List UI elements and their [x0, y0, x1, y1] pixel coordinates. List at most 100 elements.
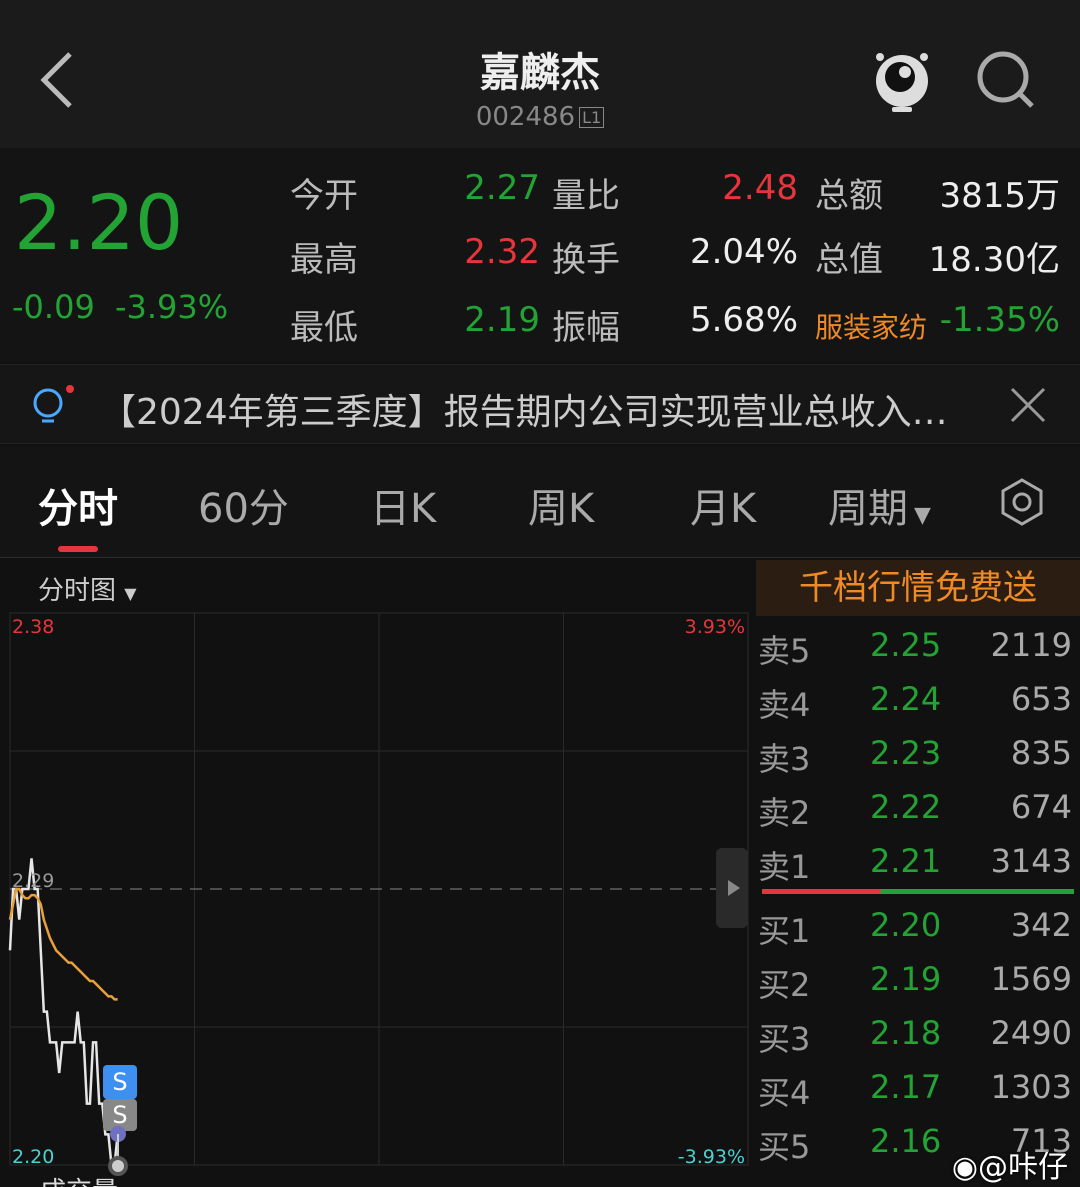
- chart-type-label: 分时图: [38, 576, 117, 606]
- sell-vol: 2119: [990, 626, 1072, 664]
- back-icon[interactable]: [38, 50, 78, 110]
- stock-name: 嘉麟杰: [480, 50, 600, 96]
- buy-level[interactable]: 买2 2.19 1569: [756, 960, 1080, 1014]
- y-label-bottom: 2.20: [12, 1146, 54, 1168]
- buy-vol: 1569: [990, 960, 1072, 998]
- volume-label: 成交量: [40, 1177, 118, 1187]
- buy-vol: 2490: [990, 1014, 1072, 1052]
- order-book: 千档行情免费送 卖5 2.25 2119 卖4 2.24 653 卖3 2.23 835 卖2 2.…: [756, 560, 1080, 1187]
- quote-value: 18.30亿: [928, 240, 1060, 280]
- buy-level[interactable]: 买4 2.17 1303: [756, 1068, 1080, 1122]
- sell-vol: 653: [1010, 680, 1072, 718]
- buy-level[interactable]: 买3 2.18 2490: [756, 1014, 1080, 1068]
- sell-vol: 674: [1010, 788, 1072, 826]
- sell-vol: 3143: [990, 842, 1072, 880]
- tab-intraday[interactable]: 分时: [38, 476, 118, 552]
- intraday-chart[interactable]: 2.38 2.29 2.20 3.93% -3.93% SS 成交量: [0, 560, 752, 1187]
- y-label-mid: 2.29: [12, 870, 54, 892]
- sell-name: 卖4: [758, 686, 811, 724]
- quote-value: 3815万: [939, 176, 1060, 216]
- sell-level[interactable]: 卖2 2.22 674: [756, 788, 1080, 842]
- sell-price: 2.24: [870, 680, 942, 718]
- y-label-top: 2.38: [12, 616, 54, 638]
- change-value: -0.09: [12, 288, 95, 326]
- sell-price: 2.22: [870, 788, 942, 826]
- sell-name: 卖1: [758, 848, 811, 886]
- buy-name: 买1: [758, 912, 811, 950]
- quote-label: 服装家纺: [815, 311, 928, 344]
- settings-icon[interactable]: [998, 478, 1046, 526]
- period-label: 周期: [828, 486, 908, 532]
- buy-price: 2.16: [870, 1122, 942, 1160]
- sell-price: 2.25: [870, 626, 942, 664]
- sell-price: 2.23: [870, 734, 942, 772]
- buy-level[interactable]: 买5 2.16 713: [756, 1122, 1080, 1176]
- buy-name: 买2: [758, 966, 811, 1004]
- price-change: -0.09 -3.93%: [12, 288, 228, 326]
- weibo-icon: ◉: [951, 1150, 978, 1185]
- drag-handle: [108, 1156, 128, 1176]
- sell-name: 卖3: [758, 740, 811, 778]
- pct-label-bottom: -3.93%: [678, 1146, 745, 1168]
- quote-label: 今开: [290, 176, 358, 216]
- quote-label: 最低: [290, 308, 358, 348]
- lightbulb-icon: [33, 385, 74, 423]
- buy-level[interactable]: 买1 2.20 342: [756, 906, 1080, 960]
- stock-code: 002486 L1: [0, 102, 1080, 132]
- quote-panel: [0, 148, 1080, 362]
- buy-price: 2.18: [870, 1014, 942, 1052]
- sell-vol: 835: [1010, 734, 1072, 772]
- promo-banner[interactable]: 千档行情免费送: [756, 560, 1080, 616]
- average-price-line: [8, 887, 118, 1001]
- buy-price: 2.19: [870, 960, 942, 998]
- search-icon[interactable]: [976, 50, 1038, 112]
- tab-60min[interactable]: 60分: [198, 486, 289, 532]
- sell-level[interactable]: 卖3 2.23 835: [756, 734, 1080, 788]
- chart-type-selector[interactable]: 分时图 ▼: [38, 570, 137, 607]
- sell-signal-marker: [103, 1065, 137, 1099]
- sell-name: 卖2: [758, 794, 811, 832]
- level-badge: L1: [579, 107, 605, 128]
- sell-level[interactable]: 卖4 2.24 653: [756, 680, 1080, 734]
- buy-vol: 713: [1010, 1122, 1072, 1160]
- buy-name: 买4: [758, 1074, 811, 1112]
- tab-monthly-k[interactable]: 月K: [690, 486, 757, 532]
- sell-level[interactable]: 卖5 2.25 2119: [756, 626, 1080, 680]
- quote-label: 振幅: [552, 308, 620, 348]
- quote-value: 2.19: [464, 300, 540, 340]
- news-banner[interactable]: 【2024年第三季度】报告期内公司实现营业总收入…: [0, 364, 1080, 444]
- price-line: [8, 858, 119, 1167]
- buy-vol: 342: [1010, 906, 1072, 944]
- sell-signal-marker: [103, 1099, 137, 1131]
- sell-level[interactable]: 卖1 2.21 3143: [756, 842, 1080, 896]
- watermark-text: @咔仔: [978, 1150, 1068, 1185]
- quote-value: 2.27: [464, 168, 540, 208]
- tab-period[interactable]: 周期 ▼: [828, 476, 931, 534]
- period-tabs: 分时 60分 日K 周K 月K 周期 ▼: [0, 446, 1080, 558]
- mascot-icon[interactable]: [872, 45, 932, 115]
- buy-name: 买5: [758, 1128, 811, 1166]
- caret-down-icon: ▼: [914, 503, 931, 528]
- code-text: 002486: [475, 102, 576, 132]
- quote-label: 量比: [552, 176, 620, 216]
- change-pct: -3.93%: [114, 288, 229, 326]
- caret-down-icon: ▼: [124, 584, 137, 603]
- sell-name: 卖5: [758, 632, 811, 670]
- tab-weekly-k[interactable]: 周K: [528, 486, 595, 532]
- quote-value: 2.32: [464, 232, 540, 272]
- pct-label-top: 3.93%: [685, 616, 745, 638]
- buy-name: 买3: [758, 1020, 811, 1058]
- quote-label: 换手: [552, 240, 620, 280]
- sell-signal-text: S: [112, 1068, 127, 1096]
- current-price: 2.20: [14, 178, 184, 267]
- header: 嘉麟杰 002486 L1: [0, 0, 1080, 148]
- watermark: ◉@咔仔: [952, 1142, 1068, 1186]
- buy-vol: 1303: [990, 1068, 1072, 1106]
- buy-sell-ratio-bar: [762, 889, 1074, 894]
- close-icon[interactable]: [1010, 387, 1046, 423]
- quote-value: 2.04%: [689, 232, 798, 272]
- news-text[interactable]: 【2024年第三季度】报告期内公司实现营业总收入…: [100, 392, 948, 433]
- tab-daily-k[interactable]: 日K: [370, 486, 437, 532]
- sell-price: 2.21: [870, 842, 942, 880]
- buy-price: 2.17: [870, 1068, 942, 1106]
